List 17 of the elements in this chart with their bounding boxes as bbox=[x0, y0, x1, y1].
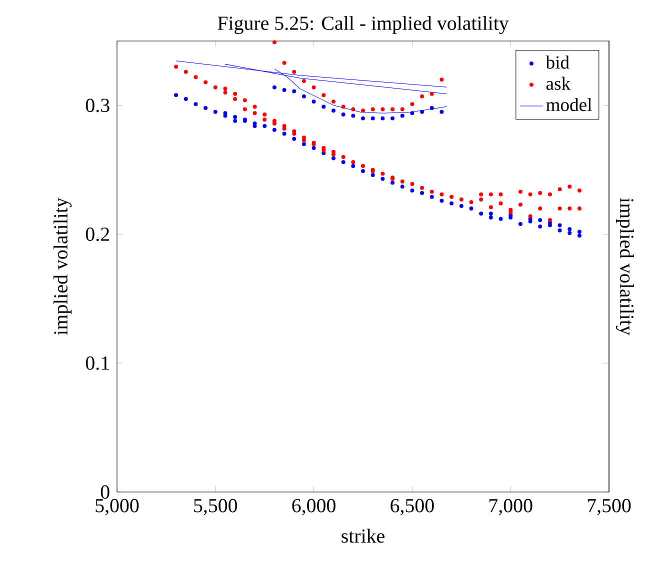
y-tick-label: 0.1 bbox=[86, 356, 109, 370]
y-tick-label: 0.3 bbox=[86, 98, 110, 112]
y-axis-title: implied volatility bbox=[54, 198, 72, 335]
x-tick-label: 6,000 bbox=[292, 498, 336, 516]
x-tick-label: 6,500 bbox=[390, 498, 434, 516]
y-tick-label: 0.2 bbox=[86, 228, 109, 242]
y2-axis-title: implied volatility bbox=[616, 198, 634, 336]
x-tick-label: 5,500 bbox=[194, 498, 238, 516]
x-axis-title: strike bbox=[342, 528, 384, 543]
legend-label: ask bbox=[546, 76, 571, 90]
x-tick-label: 5,000 bbox=[96, 498, 139, 516]
legend-label: model bbox=[546, 98, 592, 112]
y-tick-label: 0 bbox=[100, 485, 110, 499]
legend-label: bid bbox=[546, 56, 570, 69]
x-tick-label: 7,500 bbox=[588, 498, 631, 516]
x-tick-label: 7,000 bbox=[490, 498, 532, 516]
chart-title: Figure 5.25: Call - implied volatility bbox=[218, 16, 509, 34]
